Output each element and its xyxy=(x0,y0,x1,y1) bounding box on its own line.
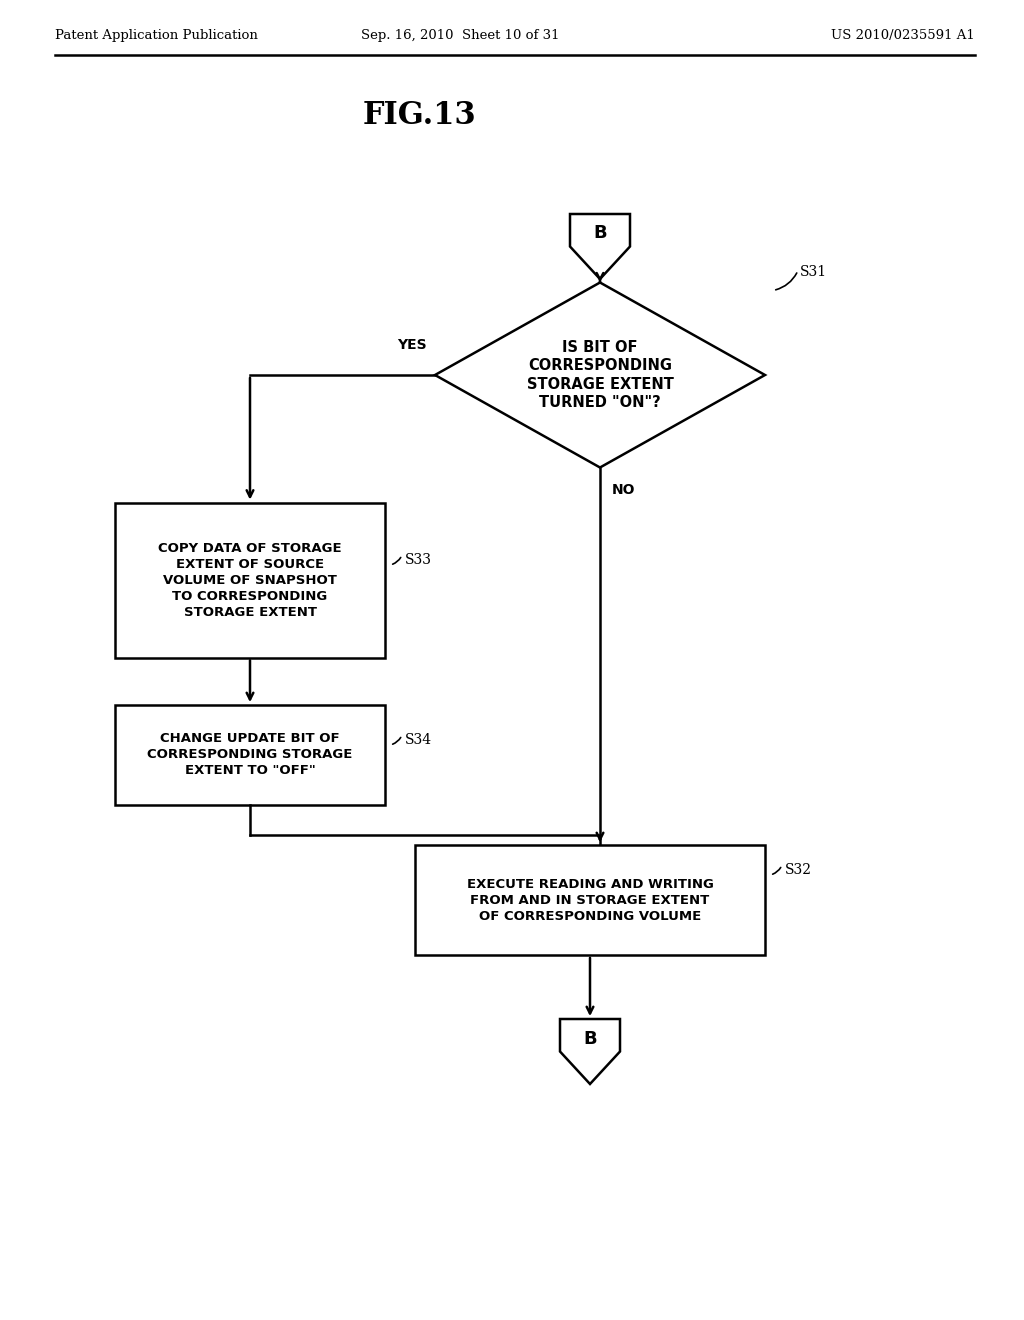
Text: B: B xyxy=(593,224,607,243)
Text: Sep. 16, 2010  Sheet 10 of 31: Sep. 16, 2010 Sheet 10 of 31 xyxy=(360,29,559,41)
Bar xyxy=(115,705,385,805)
Text: FIG.13: FIG.13 xyxy=(364,99,477,131)
Bar xyxy=(415,845,765,954)
Bar xyxy=(115,503,385,657)
Text: B: B xyxy=(584,1030,597,1048)
Text: NO: NO xyxy=(612,483,636,496)
Text: S33: S33 xyxy=(406,553,432,568)
Text: S31: S31 xyxy=(800,265,827,280)
Text: EXECUTE READING AND WRITING
FROM AND IN STORAGE EXTENT
OF CORRESPONDING VOLUME: EXECUTE READING AND WRITING FROM AND IN … xyxy=(467,878,714,923)
Text: IS BIT OF
CORRESPONDING
STORAGE EXTENT
TURNED "ON"?: IS BIT OF CORRESPONDING STORAGE EXTENT T… xyxy=(526,339,674,411)
Text: CHANGE UPDATE BIT OF
CORRESPONDING STORAGE
EXTENT TO "OFF": CHANGE UPDATE BIT OF CORRESPONDING STORA… xyxy=(147,733,352,777)
Text: S32: S32 xyxy=(785,863,812,876)
Text: Patent Application Publication: Patent Application Publication xyxy=(55,29,258,41)
Text: US 2010/0235591 A1: US 2010/0235591 A1 xyxy=(831,29,975,41)
Text: COPY DATA OF STORAGE
EXTENT OF SOURCE
VOLUME OF SNAPSHOT
TO CORRESPONDING
STORAG: COPY DATA OF STORAGE EXTENT OF SOURCE VO… xyxy=(158,541,342,619)
Text: YES: YES xyxy=(397,338,427,352)
Text: S34: S34 xyxy=(406,733,432,747)
